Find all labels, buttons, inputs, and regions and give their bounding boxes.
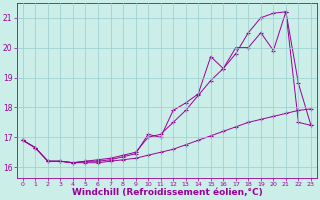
X-axis label: Windchill (Refroidissement éolien,°C): Windchill (Refroidissement éolien,°C) — [72, 188, 262, 197]
